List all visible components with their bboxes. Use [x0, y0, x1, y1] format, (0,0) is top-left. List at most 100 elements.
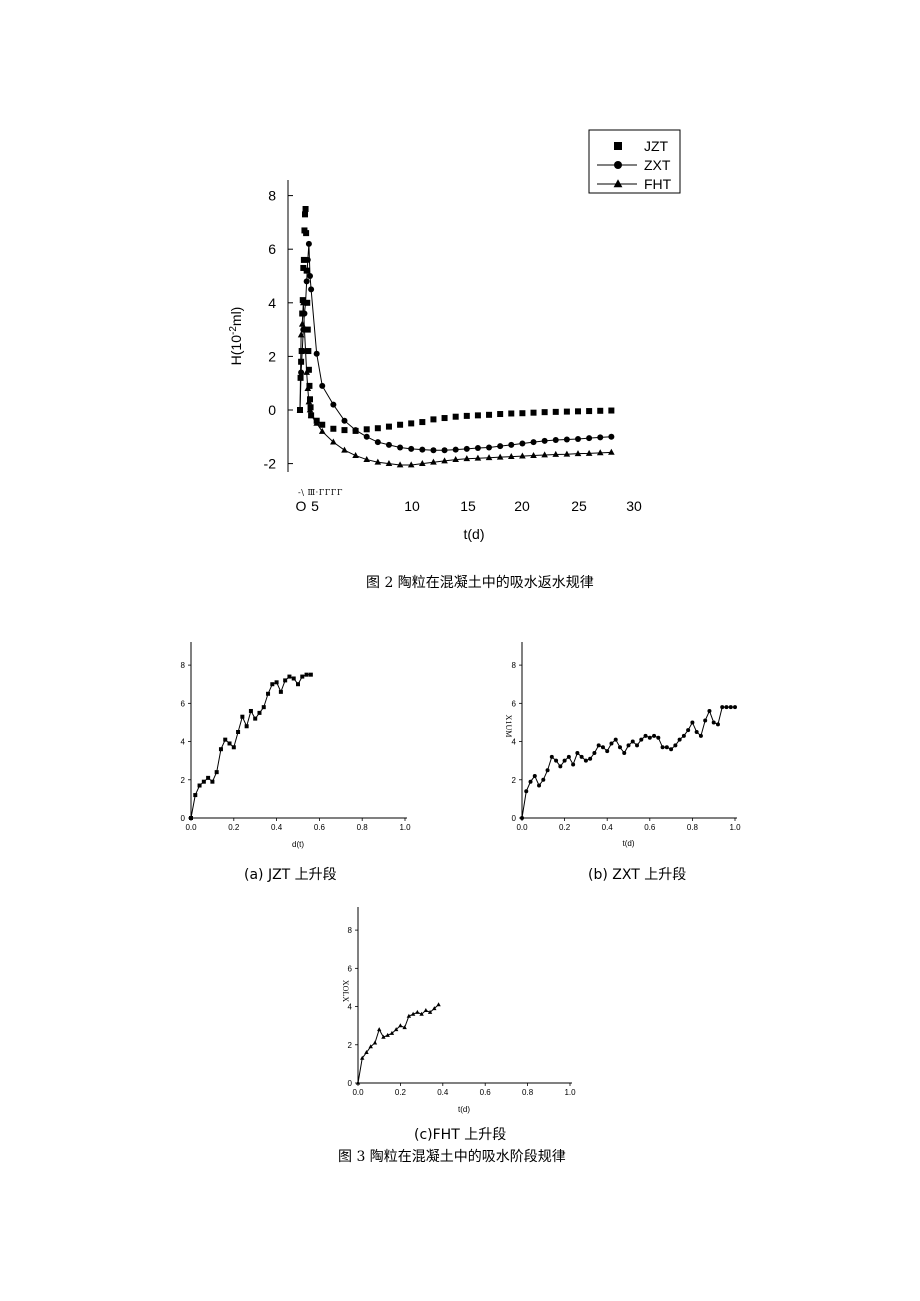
data-point	[304, 256, 311, 263]
data-point	[592, 751, 597, 756]
data-point	[415, 1009, 420, 1014]
x-tick-label: 0.0	[516, 823, 528, 832]
data-point	[300, 674, 305, 679]
data-point	[303, 267, 310, 274]
data-point	[307, 273, 314, 279]
data-point	[574, 450, 582, 457]
data-point	[307, 404, 314, 411]
data-point	[660, 745, 665, 750]
data-point	[545, 768, 550, 773]
data-point	[554, 758, 559, 763]
legend-label-jzt: JZT	[644, 138, 669, 154]
data-point	[579, 754, 584, 759]
data-point	[728, 705, 733, 710]
data-point	[496, 453, 504, 460]
data-point	[381, 1034, 386, 1039]
data-point	[304, 384, 312, 391]
data-point	[630, 739, 635, 744]
data-point	[575, 751, 580, 756]
x-tick-label: 0.0	[185, 823, 197, 832]
x-tick-label: 1.0	[729, 823, 741, 832]
data-point	[385, 1032, 390, 1037]
data-point	[463, 445, 470, 452]
data-point	[617, 745, 622, 750]
data-point	[397, 444, 404, 451]
data-point	[694, 730, 699, 734]
data-point	[711, 720, 716, 725]
x-tick-label: 0.4	[271, 823, 283, 832]
y-tick-label: 0	[512, 814, 517, 823]
series-line	[357, 1004, 439, 1084]
data-point	[419, 1011, 424, 1016]
data-point	[402, 1025, 407, 1030]
y-tick-label: 8	[268, 188, 276, 204]
figure-3a-caption: (a) JZT 上升段	[244, 867, 337, 883]
data-point	[690, 720, 695, 725]
data-point	[313, 350, 320, 357]
data-point	[291, 676, 296, 681]
y-tick-label: 6	[181, 699, 186, 708]
data-point	[724, 705, 729, 710]
legend-marker-zxt	[614, 161, 622, 169]
y-tick-label: 2	[348, 1041, 353, 1050]
data-point	[307, 411, 315, 418]
data-point	[360, 1055, 365, 1060]
data-point	[398, 1023, 403, 1028]
data-point	[352, 451, 359, 458]
x-tick-label: 30	[626, 498, 642, 514]
data-point	[497, 411, 504, 418]
data-point	[385, 460, 393, 466]
figure-3c-chart: 0 2 4 6 8 0.0 0.2 0.4 0.6 0.8 1.0 t(d) XOLX	[341, 907, 576, 1114]
data-point	[609, 741, 614, 746]
series-fht	[296, 299, 615, 468]
data-point	[566, 754, 571, 759]
y-axis-label: X1UM	[504, 715, 513, 738]
data-point	[302, 211, 309, 218]
data-point	[318, 427, 326, 434]
data-point	[307, 396, 314, 403]
data-point	[305, 366, 312, 373]
data-point	[452, 413, 459, 420]
figure-3c-caption: (c)FHT 上升段	[414, 1127, 507, 1143]
data-point	[436, 1002, 441, 1007]
data-point	[643, 733, 648, 738]
data-point	[341, 417, 348, 424]
data-point	[541, 451, 548, 458]
data-point	[519, 452, 526, 459]
data-point	[664, 745, 669, 750]
data-point	[406, 1013, 412, 1018]
data-point	[374, 425, 381, 432]
data-point	[396, 461, 404, 468]
data-point	[452, 446, 459, 453]
data-point	[703, 718, 708, 723]
data-point	[600, 745, 605, 750]
data-point	[647, 735, 652, 740]
data-point	[408, 420, 415, 427]
data-point	[622, 751, 627, 756]
data-point	[669, 747, 674, 752]
data-point	[474, 445, 481, 452]
data-point	[341, 446, 348, 453]
data-point	[441, 457, 448, 464]
data-point	[313, 419, 320, 426]
y-tick-label: 2	[512, 776, 517, 785]
data-point	[270, 682, 275, 687]
data-point	[389, 1030, 395, 1035]
series-line	[190, 674, 311, 819]
data-point	[296, 682, 300, 687]
data-point	[720, 705, 725, 710]
data-point	[552, 450, 560, 457]
data-point	[278, 689, 283, 694]
x-tick-label: 0.4	[437, 1088, 449, 1097]
data-point	[266, 691, 271, 696]
data-point	[474, 412, 481, 419]
data-point	[410, 1011, 416, 1016]
y-tick-label: 8	[348, 926, 353, 935]
y-tick-label: 4	[268, 295, 276, 311]
x-tick-label: 0.2	[559, 823, 571, 832]
data-point	[497, 443, 504, 450]
data-point	[639, 737, 644, 742]
x-axis-label: t(d)	[623, 839, 635, 848]
data-point	[304, 326, 311, 333]
